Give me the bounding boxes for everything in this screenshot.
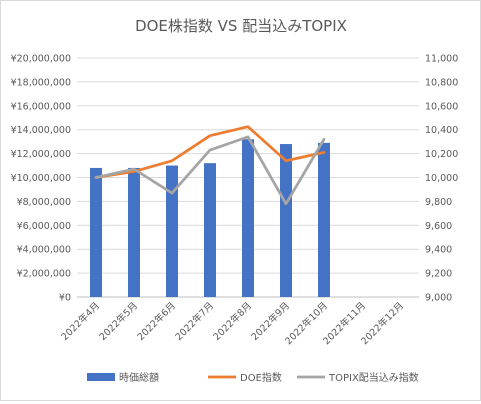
right-axis-tick-label: 9,200 (425, 269, 452, 280)
x-axis-tick-label: 2022年6月 (135, 300, 178, 343)
bar (166, 165, 178, 297)
bar (280, 144, 292, 297)
line-series (94, 125, 326, 206)
right-axis-tick-label: 9,600 (425, 221, 452, 232)
left-axis-tick-label: ¥12,000,000 (11, 149, 71, 160)
right-axis-tick-label: 10,400 (425, 125, 458, 136)
series-line (94, 135, 326, 206)
bar (204, 163, 216, 297)
bar (318, 142, 330, 297)
x-axis-tick-label: 2022年7月 (173, 300, 216, 343)
right-axis-tick-label: 11,000 (425, 54, 458, 65)
left-axis-tick-label: ¥0 (59, 293, 71, 304)
legend-label: DOE指数 (240, 371, 282, 384)
legend: 時価総額 DOE指数 TOPIX配当込み指数 (87, 371, 419, 384)
bar-series (90, 139, 330, 297)
left-axis-tick-label: ¥14,000,000 (11, 125, 71, 136)
right-axis-tick-label: 9,400 (425, 245, 452, 256)
left-axis-tick-label: ¥6,000,000 (17, 221, 71, 232)
right-axis-tick-label: 10,800 (425, 77, 458, 88)
right-axis-tick-label: 10,600 (425, 101, 458, 112)
bar (128, 167, 140, 297)
x-axis-tick-labels: 2022年4月2022年5月2022年6月2022年7月2022年8月2022年… (59, 300, 406, 348)
x-axis-tick-label: 2022年4月 (59, 300, 102, 343)
chart-title: DOE株指数 VS 配当込みTOPIX (135, 17, 347, 35)
left-axis-tick-label: ¥2,000,000 (17, 269, 71, 280)
series-line (94, 125, 326, 179)
legend-swatch (87, 373, 115, 381)
right-axis-tick-labels: 9,000 9,200 9,400 9,600 9,800 10,000 10,200 10,… (425, 54, 458, 304)
left-axis-tick-label: ¥20,000,000 (11, 54, 71, 65)
left-axis-tick-label: ¥4,000,000 (17, 245, 71, 256)
right-axis-tick-label: 10,000 (425, 173, 458, 184)
x-axis-tick-label: 2022年8月 (211, 300, 254, 343)
x-axis-tick-label: 2022年5月 (97, 300, 140, 343)
right-axis-tick-label: 9,000 (425, 293, 452, 304)
bar (242, 139, 254, 297)
left-axis-tick-label: ¥8,000,000 (17, 197, 71, 208)
left-axis-tick-label: ¥16,000,000 (11, 101, 71, 112)
left-axis-tick-label: ¥10,000,000 (11, 173, 71, 184)
bar (90, 167, 102, 297)
legend-label: 時価総額 (119, 371, 159, 384)
left-axis-tick-labels: ¥0 ¥2,000,000 ¥4,000,000 ¥6,000,000 ¥8,000,0… (11, 54, 71, 304)
legend-label: TOPIX配当込み指数 (328, 371, 419, 384)
right-axis-tick-label: 9,800 (425, 197, 452, 208)
left-axis-tick-label: ¥18,000,000 (11, 77, 71, 88)
right-axis-tick-label: 10,200 (425, 149, 458, 160)
